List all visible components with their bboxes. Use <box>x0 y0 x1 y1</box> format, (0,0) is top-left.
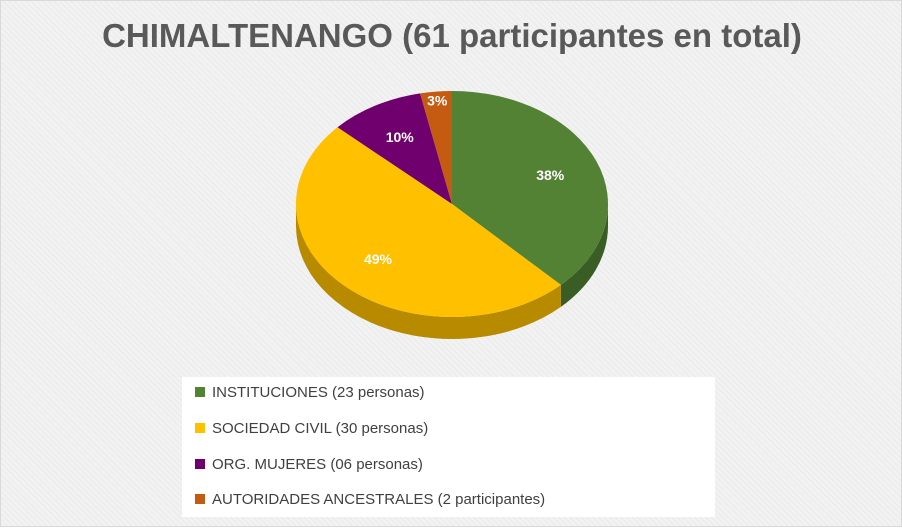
slice-instituciones-side <box>560 204 608 307</box>
legend-swatch <box>195 459 205 469</box>
legend-item-org-mujeres: ORG. MUJERES (06 personas) <box>195 452 423 476</box>
legend-label: AUTORIDADES ANCESTRALES (2 participantes… <box>212 490 546 508</box>
chart-title: CHIMALTENANGO (61 participantes en total… <box>102 17 802 54</box>
slice-instituciones <box>452 91 608 285</box>
slice-sociedad-civil <box>296 127 561 317</box>
legend-item-sociedad-civil: SOCIEDAD CIVIL (30 personas) <box>195 416 428 440</box>
data-label: 3% <box>427 93 448 109</box>
legend-label: SOCIEDAD CIVIL (30 personas) <box>212 419 429 437</box>
legend-swatch <box>195 387 205 397</box>
legend-label: ORG. MUJERES (06 personas) <box>212 455 423 473</box>
legend: INSTITUCIONES (23 personas) SOCIEDAD CIV… <box>182 377 715 517</box>
legend-item-autoridades-ancestrales: AUTORIDADES ANCESTRALES (2 participantes… <box>195 487 545 511</box>
legend-swatch <box>195 423 205 433</box>
legend-swatch <box>195 494 205 504</box>
data-label: 38% <box>536 167 565 183</box>
legend-item-instituciones: INSTITUCIONES (23 personas) <box>195 380 425 404</box>
data-label: 49% <box>364 251 393 267</box>
slice-autoridades-ancestrales <box>420 91 452 204</box>
data-label: 10% <box>386 129 415 145</box>
slice-sociedad-civil-side <box>296 204 561 339</box>
legend-label: INSTITUCIONES (23 personas) <box>212 383 425 401</box>
slice-org-mujeres <box>337 93 452 204</box>
